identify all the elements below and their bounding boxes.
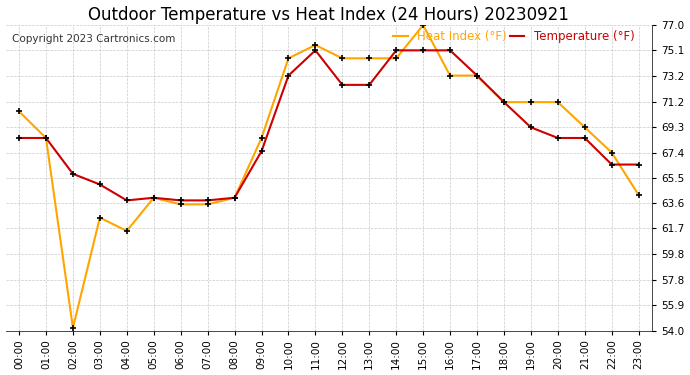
Temperature (°F) [608,162,616,167]
Heat Index (°F) [581,125,589,130]
Heat Index (°F) [150,195,158,200]
Temperature (°F) [419,48,427,52]
Heat Index (°F) [257,136,266,140]
Heat Index (°F) [42,136,50,140]
Heat Index (°F) [284,56,293,60]
Heat Index (°F) [230,195,239,200]
Temperature (°F) [581,136,589,140]
Temperature (°F) [96,182,104,187]
Temperature (°F) [446,48,454,52]
Heat Index (°F) [177,202,185,207]
Temperature (°F) [123,198,131,202]
Temperature (°F) [42,136,50,140]
Temperature (°F) [365,82,373,87]
Text: Copyright 2023 Cartronics.com: Copyright 2023 Cartronics.com [12,34,175,44]
Temperature (°F) [257,149,266,153]
Heat Index (°F) [204,202,212,207]
Heat Index (°F) [526,100,535,104]
Heat Index (°F) [392,56,400,60]
Temperature (°F) [473,74,481,78]
Heat Index (°F) [338,56,346,60]
Temperature (°F) [177,198,185,202]
Heat Index (°F) [15,109,23,114]
Title: Outdoor Temperature vs Heat Index (24 Hours) 20230921: Outdoor Temperature vs Heat Index (24 Ho… [88,6,569,24]
Heat Index (°F) [96,215,104,220]
Line: Temperature (°F): Temperature (°F) [16,47,642,204]
Temperature (°F) [526,125,535,130]
Heat Index (°F) [419,23,427,27]
Temperature (°F) [150,195,158,200]
Heat Index (°F) [635,193,643,197]
Heat Index (°F) [446,74,454,78]
Heat Index (°F) [365,56,373,60]
Temperature (°F) [284,74,293,78]
Temperature (°F) [230,195,239,200]
Line: Heat Index (°F): Heat Index (°F) [16,22,642,332]
Temperature (°F) [635,162,643,167]
Temperature (°F) [311,48,319,52]
Heat Index (°F) [608,150,616,155]
Heat Index (°F) [311,43,319,47]
Heat Index (°F) [554,100,562,104]
Temperature (°F) [204,198,212,202]
Temperature (°F) [69,172,77,176]
Temperature (°F) [554,136,562,140]
Heat Index (°F) [69,326,77,330]
Legend: Heat Index (°F), Temperature (°F): Heat Index (°F), Temperature (°F) [388,25,639,48]
Heat Index (°F) [123,229,131,233]
Temperature (°F) [338,82,346,87]
Heat Index (°F) [473,74,481,78]
Temperature (°F) [500,100,508,104]
Heat Index (°F) [500,100,508,104]
Temperature (°F) [15,136,23,140]
Temperature (°F) [392,48,400,52]
